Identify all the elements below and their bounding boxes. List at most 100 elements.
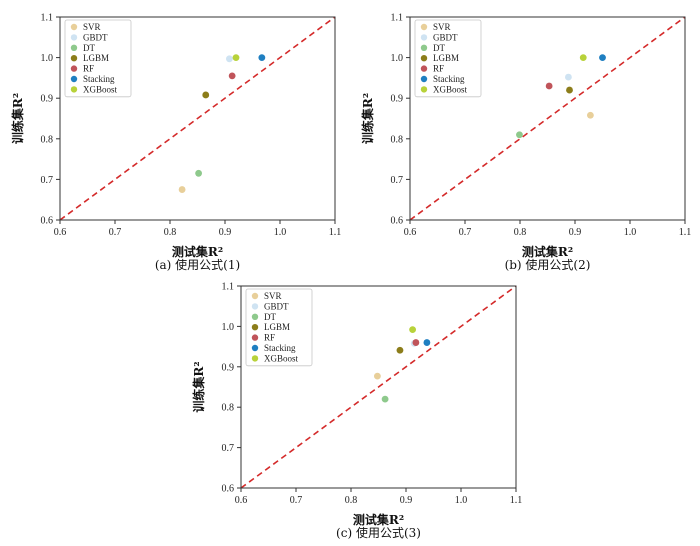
legend-marker xyxy=(251,292,259,300)
data-point-xgboost xyxy=(409,326,416,334)
data-point-svr xyxy=(178,186,186,193)
legend-label: GBDT xyxy=(433,32,458,42)
legend-label: XGBoost xyxy=(264,353,299,363)
y-tick-label: 1.1 xyxy=(391,13,404,24)
diagonal-reference-line xyxy=(240,285,517,489)
legend-label: DT xyxy=(83,43,95,53)
legend-marker xyxy=(251,334,259,341)
x-axis-label: 测试集R² xyxy=(353,512,404,527)
y-tick-label: 1.0 xyxy=(41,53,54,64)
diagonal-reference-line xyxy=(59,16,336,221)
data-point-stacking xyxy=(599,54,606,61)
legend-label: XGBoost xyxy=(83,84,118,94)
scatter-panel-1: 0.6 0.7 0.8 0.9 1.0 1.1 0.6 0.7 0.8 0.9 1.0 1.1 测试集R… xyxy=(10,13,341,273)
x-tick-label: 1.1 xyxy=(679,227,692,238)
legend-marker xyxy=(420,86,428,93)
data-point-rf xyxy=(545,82,553,90)
data-point-svr xyxy=(587,111,594,119)
legend-marker xyxy=(420,23,428,31)
legend-marker xyxy=(251,313,259,320)
legend-marker xyxy=(420,55,428,62)
x-tick-label: 0.8 xyxy=(164,227,177,238)
y-tick-label: 0.9 xyxy=(391,94,404,105)
x-tick-label: 0.9 xyxy=(569,227,582,238)
legend-marker xyxy=(251,303,259,310)
plot-frame xyxy=(409,16,686,221)
legend-label: XGBoost xyxy=(433,84,468,94)
legend-marker xyxy=(70,75,78,83)
data-point-stacking xyxy=(423,339,431,346)
legend-box xyxy=(414,19,482,98)
legend-label: GBDT xyxy=(264,301,289,311)
plot-frame xyxy=(240,285,517,489)
legend-box xyxy=(245,288,313,367)
scatter-panel-3: 0.6 0.7 0.8 0.9 1.0 1.1 0.6 0.7 0.8 0.9 1.0 1.1 测试集R… xyxy=(191,282,522,541)
y-tick-label: 1.1 xyxy=(41,13,54,24)
plot-frame xyxy=(59,16,336,221)
panel-caption: (c) 使用公式(3) xyxy=(336,525,421,540)
x-tick-label: 0.7 xyxy=(459,227,472,238)
diagonal-reference-line xyxy=(409,16,686,221)
x-tick-label: 0.8 xyxy=(514,227,527,238)
legend-marker xyxy=(70,65,78,72)
y-tick-label: 0.9 xyxy=(222,362,235,373)
y-tick-label: 0.7 xyxy=(41,175,54,186)
legend-label: LGBM xyxy=(433,53,459,63)
y-axis-label: 训练集R² xyxy=(10,93,25,144)
data-point-rf xyxy=(412,339,420,346)
x-tick-label: 1.0 xyxy=(624,227,637,238)
legend-label: Stacking xyxy=(83,74,115,84)
y-tick-label: 0.8 xyxy=(391,134,404,145)
legend-marker xyxy=(251,324,259,331)
panel-caption: (b) 使用公式(2) xyxy=(505,257,591,272)
legend-box xyxy=(64,19,132,98)
legend-label: LGBM xyxy=(83,53,109,63)
data-point-dt xyxy=(381,395,389,403)
y-tick-label: 1.1 xyxy=(222,282,235,293)
data-point-gbdt xyxy=(226,55,233,63)
legend-marker xyxy=(70,23,78,31)
legend-marker xyxy=(420,34,428,41)
legend-label: LGBM xyxy=(264,322,290,332)
x-tick-label: 0.6 xyxy=(235,495,248,506)
legend-label: DT xyxy=(433,43,445,53)
legend-marker xyxy=(420,44,428,51)
y-tick-label: 0.8 xyxy=(222,403,235,414)
legend-label: SVR xyxy=(264,291,282,301)
data-point-lgbm xyxy=(396,346,404,354)
legend-label: Stacking xyxy=(433,74,465,84)
legend-marker xyxy=(420,75,428,83)
x-tick-label: 0.8 xyxy=(345,495,358,506)
legend-marker xyxy=(70,44,78,51)
y-tick-label: 0.6 xyxy=(391,216,404,227)
data-point-rf xyxy=(228,72,236,80)
legend-label: DT xyxy=(264,312,276,322)
y-tick-label: 0.8 xyxy=(41,134,54,145)
x-tick-label: 0.6 xyxy=(404,227,417,238)
y-tick-label: 0.9 xyxy=(41,94,54,105)
x-tick-label: 1.0 xyxy=(274,227,287,238)
x-axis-label: 测试集R² xyxy=(522,244,573,259)
data-point-gbdt xyxy=(565,73,572,81)
legend-marker xyxy=(420,65,428,72)
legend-marker xyxy=(70,86,78,93)
x-tick-label: 0.9 xyxy=(400,495,413,506)
y-axis-label: 训练集R² xyxy=(191,361,206,412)
legend-label: GBDT xyxy=(83,32,108,42)
y-tick-label: 1.0 xyxy=(222,322,235,333)
y-tick-label: 0.7 xyxy=(391,175,404,186)
y-tick-label: 1.0 xyxy=(391,53,404,64)
x-tick-label: 1.1 xyxy=(329,227,342,238)
y-tick-label: 0.7 xyxy=(222,443,235,454)
legend-label: Stacking xyxy=(264,343,296,353)
legend-label: RF xyxy=(264,333,275,343)
legend-marker xyxy=(70,34,78,41)
data-point-xgboost xyxy=(232,54,240,61)
legend-marker xyxy=(251,355,259,362)
x-tick-label: 0.7 xyxy=(290,495,303,506)
legend-marker xyxy=(70,55,78,62)
